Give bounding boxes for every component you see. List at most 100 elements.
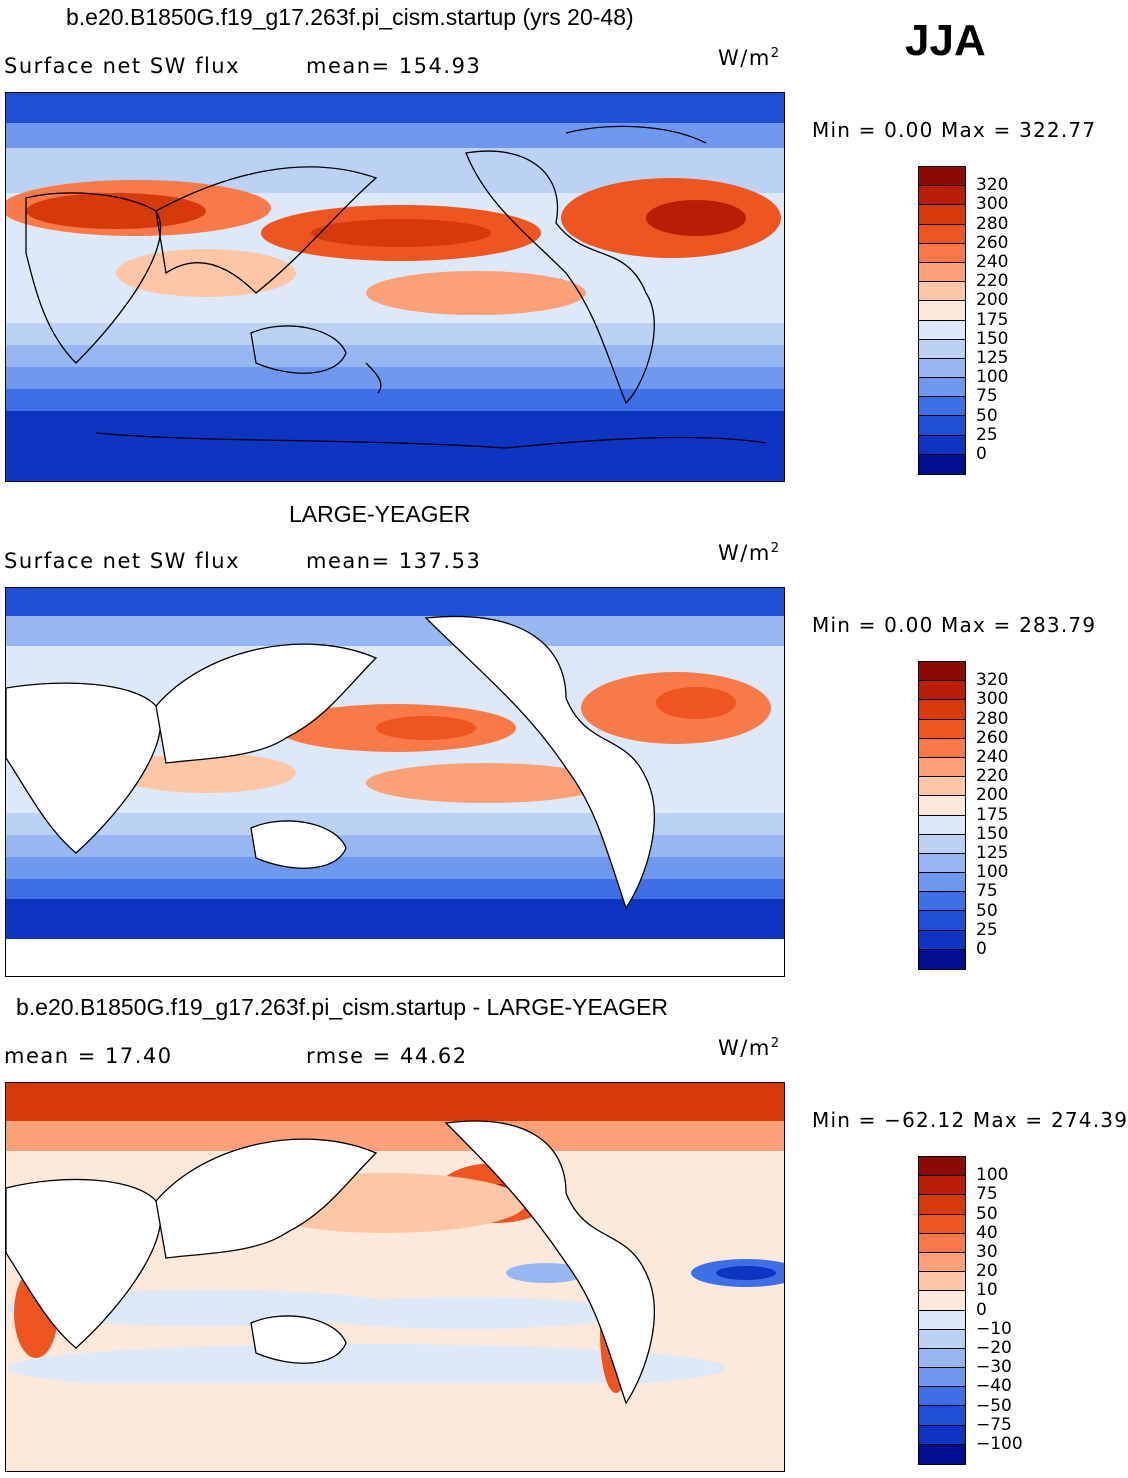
colorbar-tick-label: 25 xyxy=(976,919,998,940)
colorbar-segment xyxy=(919,1176,965,1196)
colorbar-tick-label: 0 xyxy=(976,939,987,959)
panel3-map-svg xyxy=(6,1083,784,1471)
colorbar-segment xyxy=(919,205,965,225)
colorbar-segment xyxy=(919,700,965,720)
panel2-map-svg xyxy=(6,588,784,976)
panel1-minmax: Min = 0.00 Max = 322.77 xyxy=(812,118,1097,142)
colorbar-tick-label: 125 xyxy=(976,843,1009,863)
colorbar-segment xyxy=(919,853,965,874)
colorbar-tick-label: 280 xyxy=(976,708,1009,729)
units-base: W/m xyxy=(718,541,771,565)
colorbar-segment xyxy=(919,167,965,187)
colorbar-segment xyxy=(919,224,965,244)
colorbar-tick-label: 75 xyxy=(976,386,998,407)
colorbar-segment xyxy=(919,378,965,398)
colorbar-segment xyxy=(919,930,965,950)
colorbar-tick-label: 320 xyxy=(976,670,1009,691)
panel3-title: b.e20.B1850G.f19_g17.263f.pi_cism.startu… xyxy=(16,994,669,1020)
colorbar-segment xyxy=(919,757,965,778)
colorbar-tick-label: 25 xyxy=(976,424,998,445)
colorbar-segment xyxy=(919,1214,965,1234)
colorbar-tick-label: 100 xyxy=(976,862,1009,883)
units-base: W/m xyxy=(718,1036,771,1060)
colorbar-tick-label: 125 xyxy=(976,348,1009,368)
colorbar-tick-label: 200 xyxy=(976,785,1009,806)
colorbar-tick-label: 75 xyxy=(976,1184,998,1205)
colorbar-tick-label: 240 xyxy=(976,747,1009,767)
colorbar-segment xyxy=(919,243,965,263)
colorbar-tick-label: 260 xyxy=(976,727,1009,748)
colorbar-segment xyxy=(919,416,965,436)
colorbar-segment xyxy=(919,320,965,340)
colorbar-tick-label: −100 xyxy=(976,1434,1023,1454)
colorbar-segment xyxy=(919,892,965,912)
colorbar-segment xyxy=(919,435,965,455)
colorbar-segment xyxy=(919,301,965,321)
colorbar-tick-label: −50 xyxy=(976,1395,1012,1416)
panel3-rmse: rmse = 44.62 xyxy=(306,1044,468,1068)
colorbar-tick-label: 240 xyxy=(976,252,1009,272)
units-exponent: 2 xyxy=(770,46,781,61)
colorbar-tick-label: 175 xyxy=(976,804,1009,825)
colorbar-segment xyxy=(919,949,965,969)
colorbar-segment xyxy=(919,1195,965,1215)
panel1-map xyxy=(5,92,785,482)
units-exponent: 2 xyxy=(770,541,781,556)
colorbar-segment xyxy=(919,777,965,797)
colorbar-segment xyxy=(919,911,965,931)
panel1-title: b.e20.B1850G.f19_g17.263f.pi_cism.startu… xyxy=(66,4,634,30)
colorbar-segment xyxy=(919,1368,965,1388)
panel2-map xyxy=(5,587,785,977)
panel3-mean: mean = 17.40 xyxy=(4,1044,173,1068)
panel3-map xyxy=(5,1082,785,1472)
colorbar-segment xyxy=(919,681,965,701)
units-exponent: 2 xyxy=(770,1036,781,1051)
colorbar-tick-label: 20 xyxy=(976,1261,998,1282)
colorbar-segment xyxy=(919,186,965,206)
colorbar-tick-label: 175 xyxy=(976,309,1009,330)
colorbar-tick-label: 260 xyxy=(976,232,1009,253)
colorbar-tick-label: 0 xyxy=(976,444,987,464)
panel2-field-label: Surface net SW flux xyxy=(4,549,241,573)
colorbar-tick-label: 280 xyxy=(976,213,1009,234)
colorbar-tick-label: 150 xyxy=(976,328,1009,349)
panel3-units: W/m2 xyxy=(718,1036,781,1060)
colorbar-tick-label: 50 xyxy=(976,900,998,921)
panel2-title: LARGE-YEAGER xyxy=(289,501,471,527)
panel1-colorbar xyxy=(918,166,966,475)
colorbar-tick-label: 50 xyxy=(976,1203,998,1224)
colorbar-tick-label: −30 xyxy=(976,1357,1012,1378)
colorbar-segment xyxy=(919,1348,965,1369)
colorbar-tick-label: 100 xyxy=(976,367,1009,388)
colorbar-segment xyxy=(919,282,965,302)
colorbar-tick-label: 50 xyxy=(976,405,998,426)
colorbar-segment xyxy=(919,397,965,417)
colorbar-segment xyxy=(919,719,965,739)
colorbar-tick-label: 40 xyxy=(976,1222,998,1243)
colorbar-segment xyxy=(919,815,965,835)
colorbar-segment xyxy=(919,1444,965,1464)
panel1-mean: mean= 154.93 xyxy=(306,54,482,78)
colorbar-segment xyxy=(919,1272,965,1292)
panel3-minmax: Min = −62.12 Max = 274.39 xyxy=(812,1108,1128,1132)
colorbar-tick-label: −75 xyxy=(976,1414,1012,1435)
colorbar-tick-label: 220 xyxy=(976,271,1009,292)
panel2-minmax: Min = 0.00 Max = 283.79 xyxy=(812,613,1097,637)
colorbar-segment xyxy=(919,454,965,474)
colorbar-tick-label: −10 xyxy=(976,1318,1012,1339)
colorbar-tick-label: 30 xyxy=(976,1242,998,1262)
colorbar-tick-label: 220 xyxy=(976,766,1009,787)
panel1-units: W/m2 xyxy=(718,46,781,70)
colorbar-tick-label: −40 xyxy=(976,1376,1012,1397)
season-label: JJA xyxy=(905,16,986,65)
colorbar-segment xyxy=(919,796,965,816)
colorbar-tick-label: 320 xyxy=(976,175,1009,196)
panel2-mean: mean= 137.53 xyxy=(306,549,482,573)
colorbar-tick-label: 150 xyxy=(976,823,1009,844)
panel1-map-svg xyxy=(6,93,784,481)
colorbar-segment xyxy=(919,1252,965,1273)
colorbar-tick-label: −20 xyxy=(976,1338,1012,1358)
colorbar-segment xyxy=(919,1406,965,1426)
colorbar-tick-label: 0 xyxy=(976,1299,987,1320)
colorbar-tick-label: 300 xyxy=(976,689,1009,710)
